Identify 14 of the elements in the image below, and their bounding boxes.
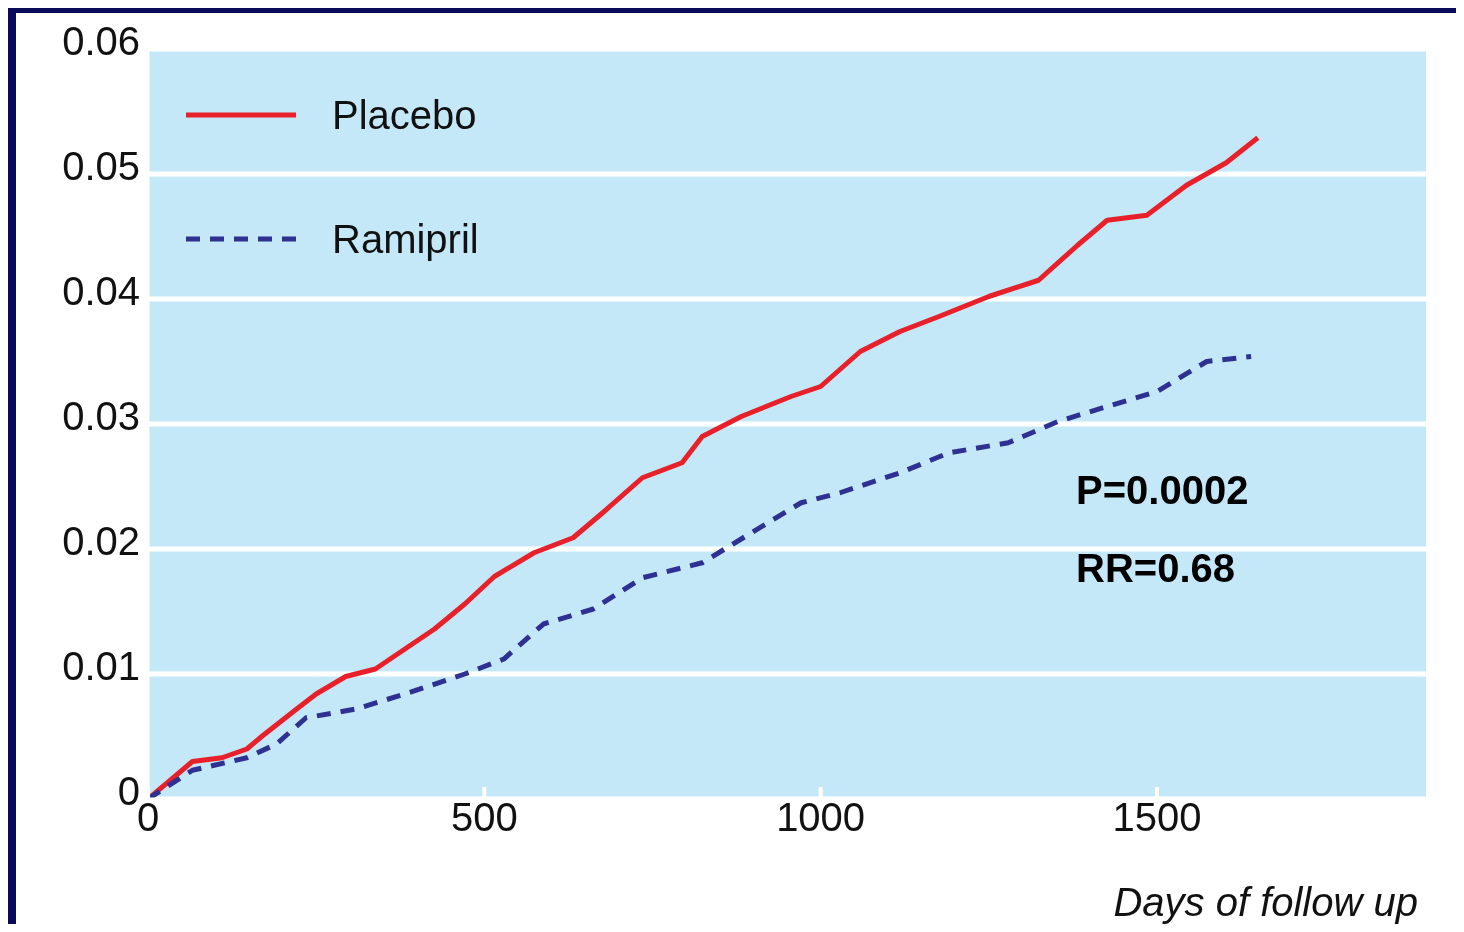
y-tick-label: 0.04 bbox=[62, 269, 140, 314]
y-tick-label: 0.03 bbox=[62, 394, 140, 439]
y-tick-label: 0.06 bbox=[62, 19, 140, 64]
x-tick-label: 1000 bbox=[776, 795, 866, 840]
x-tick-label: 1500 bbox=[1112, 795, 1202, 840]
x-axis-title: Days of follow up bbox=[1113, 880, 1418, 924]
annotation: P=0.0002 bbox=[1076, 468, 1249, 513]
legend-label: Ramipril bbox=[332, 216, 479, 262]
y-tick-label: 0.01 bbox=[62, 644, 140, 689]
x-tick-label: 500 bbox=[450, 795, 518, 840]
y-tick-label: 0.05 bbox=[62, 144, 140, 189]
annotation: RR=0.68 bbox=[1076, 546, 1235, 591]
y-tick-label: 0.02 bbox=[62, 519, 140, 564]
legend-label: Placebo bbox=[332, 92, 477, 138]
